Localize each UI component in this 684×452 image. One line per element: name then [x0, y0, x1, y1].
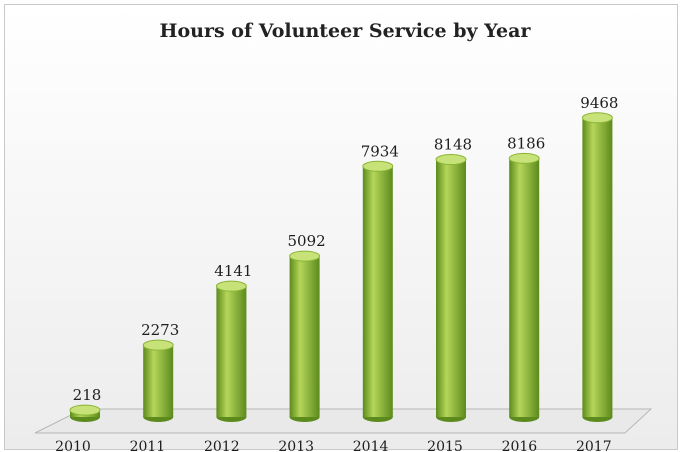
x-tick-2017: 2017 [576, 439, 612, 451]
data-label-2011: 2273 [141, 321, 179, 339]
x-tick-2016: 2016 [502, 439, 538, 451]
data-label-2010: 218 [73, 386, 102, 404]
bar-2011 [142, 339, 174, 422]
data-labels: 218 2273 4141 5092 7934 8148 8186 9468 [73, 94, 619, 404]
x-tick-2015: 2015 [427, 439, 463, 451]
bar-2017 [581, 112, 613, 422]
bar-series [69, 112, 613, 422]
data-label-2015: 8148 [434, 136, 472, 154]
bar-2014 [362, 160, 394, 422]
bar-chart: Hours of Volunteer Service by Year 218 22… [34, 20, 653, 451]
bar-2016 [508, 152, 540, 422]
data-label-2013: 5092 [288, 232, 326, 250]
data-label-2016: 8186 [507, 134, 545, 152]
x-tick-2012: 2012 [204, 439, 240, 451]
chart-floor [34, 408, 653, 434]
x-axis-ticks: 2010 2011 2012 2013 2014 2015 2016 2017 [55, 439, 611, 451]
bar-2010 [69, 404, 101, 422]
chart-frame: Hours of Volunteer Service by Year 218 22… [4, 4, 678, 451]
data-label-2012: 4141 [214, 262, 252, 280]
x-tick-2013: 2013 [278, 439, 314, 451]
chart-title: Hours of Volunteer Service by Year [160, 20, 532, 42]
bar-2013 [289, 250, 321, 422]
x-tick-2014: 2014 [353, 439, 389, 451]
bar-2015 [435, 154, 467, 422]
x-tick-2011: 2011 [130, 439, 166, 451]
bar-2012 [215, 280, 247, 422]
data-label-2017: 9468 [580, 94, 618, 112]
x-tick-2010: 2010 [55, 439, 91, 451]
data-label-2014: 7934 [361, 142, 399, 160]
